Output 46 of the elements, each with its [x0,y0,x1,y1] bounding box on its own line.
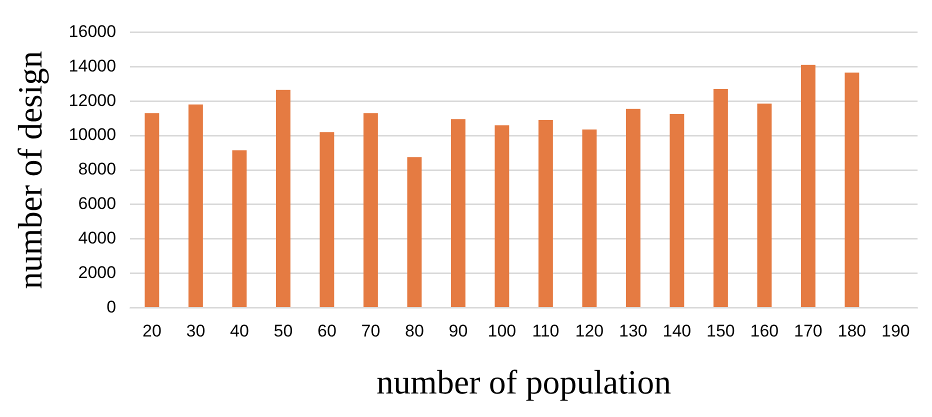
y-tick-label: 16000 [68,22,116,41]
x-tick-label: 50 [274,322,293,341]
y-tick-label: 14000 [68,56,116,76]
y-tick-label: 8000 [78,160,116,179]
x-tick-label: 40 [230,322,249,341]
x-tick-label: 110 [532,322,560,341]
y-tick-label: 4000 [78,228,116,248]
bar [800,64,816,308]
y-axis-title: number of design [12,51,50,289]
x-tick-label: 20 [142,322,162,341]
bar [494,125,510,308]
x-tick-label: 90 [448,322,468,341]
bar [450,119,466,308]
x-tick-label: 30 [186,322,206,341]
x-tick-label: 60 [317,322,336,341]
bar [757,104,772,308]
x-tick-label: 140 [662,322,692,341]
bar [276,90,290,308]
x-axis-title: number of population [376,364,672,402]
x-tick-label: 120 [575,322,604,341]
x-tick-label: 150 [706,322,735,341]
x-tick-label: 70 [361,322,380,341]
x-tick-label: 80 [404,322,424,341]
bar [144,113,160,308]
bar [188,104,203,308]
y-tick-label: 6000 [78,194,116,214]
y-tick-label: 10000 [68,125,116,144]
x-tick-label: 170 [794,322,822,341]
bar [320,132,334,308]
x-tick-label: 130 [619,322,648,341]
bar [713,89,728,308]
x-tick-label: 160 [750,322,779,341]
y-tick-label: 12000 [68,90,116,110]
bar [844,72,860,308]
bar [407,157,422,308]
bar [363,113,378,308]
bar [670,114,684,308]
y-tick-label: 2000 [78,263,116,282]
bar [626,108,640,308]
x-tick-label: 180 [838,322,866,341]
x-tick-label: 100 [488,322,516,341]
bar [232,150,247,308]
x-tick-label: 190 [882,322,910,341]
bar [582,130,597,308]
bar [538,120,553,308]
y-tick-label: 0 [106,297,116,316]
